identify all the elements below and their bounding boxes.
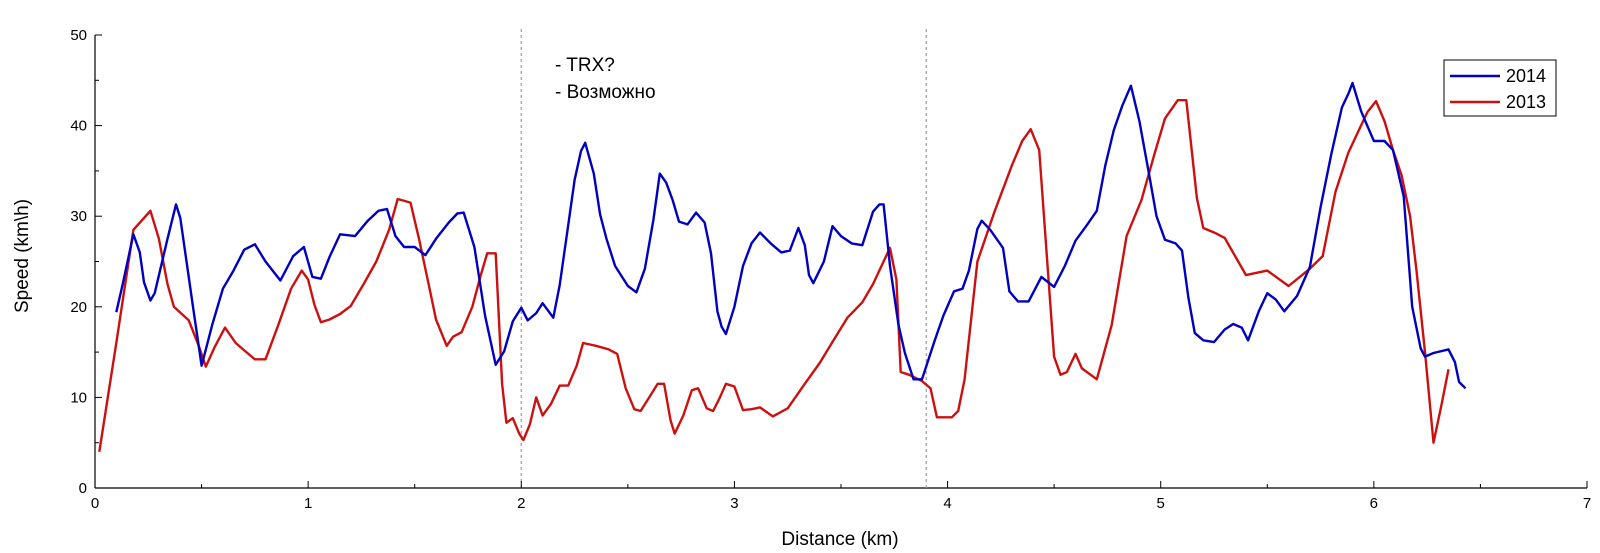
y-tick-label-40: 40 [70,118,87,135]
y-axis-title: Speed (km\h) [12,199,33,313]
legend: 2014 2013 [1443,59,1557,117]
legend-label-2014: 2014 [1506,66,1546,86]
series-layer [98,81,1467,452]
y-tick-label-10: 10 [70,389,87,406]
y-axis-ticks: 0 10 20 30 40 50 [70,27,102,497]
x-tick-label-7: 7 [1583,495,1591,512]
reference-lines [520,29,927,488]
annotation-line-1: - TRX? [555,55,615,76]
x-tick-label-1: 1 [304,495,312,512]
x-axis-ticks: 0 1 2 3 4 5 6 7 [91,481,1591,512]
x-tick-label-6: 6 [1370,495,1378,512]
x-axis-title: Distance (km) [781,529,898,550]
legend-label-2013: 2013 [1506,92,1546,112]
x-tick-label-3: 3 [730,495,738,512]
plot-frame [94,35,1587,489]
series-line-2013 [98,99,1450,452]
x-tick-label-5: 5 [1157,495,1165,512]
y-tick-label-0: 0 [79,480,87,497]
series-line-2014 [115,81,1467,390]
x-tick-label-4: 4 [943,495,951,512]
y-tick-label-50: 50 [70,27,87,44]
annotation-line-2: - Возможно [555,82,656,103]
x-tick-label-2: 2 [517,495,525,512]
x-tick-label-0: 0 [91,495,99,512]
legend-box [1443,59,1557,117]
y-tick-label-20: 20 [70,299,87,316]
y-tick-label-30: 30 [70,208,87,225]
